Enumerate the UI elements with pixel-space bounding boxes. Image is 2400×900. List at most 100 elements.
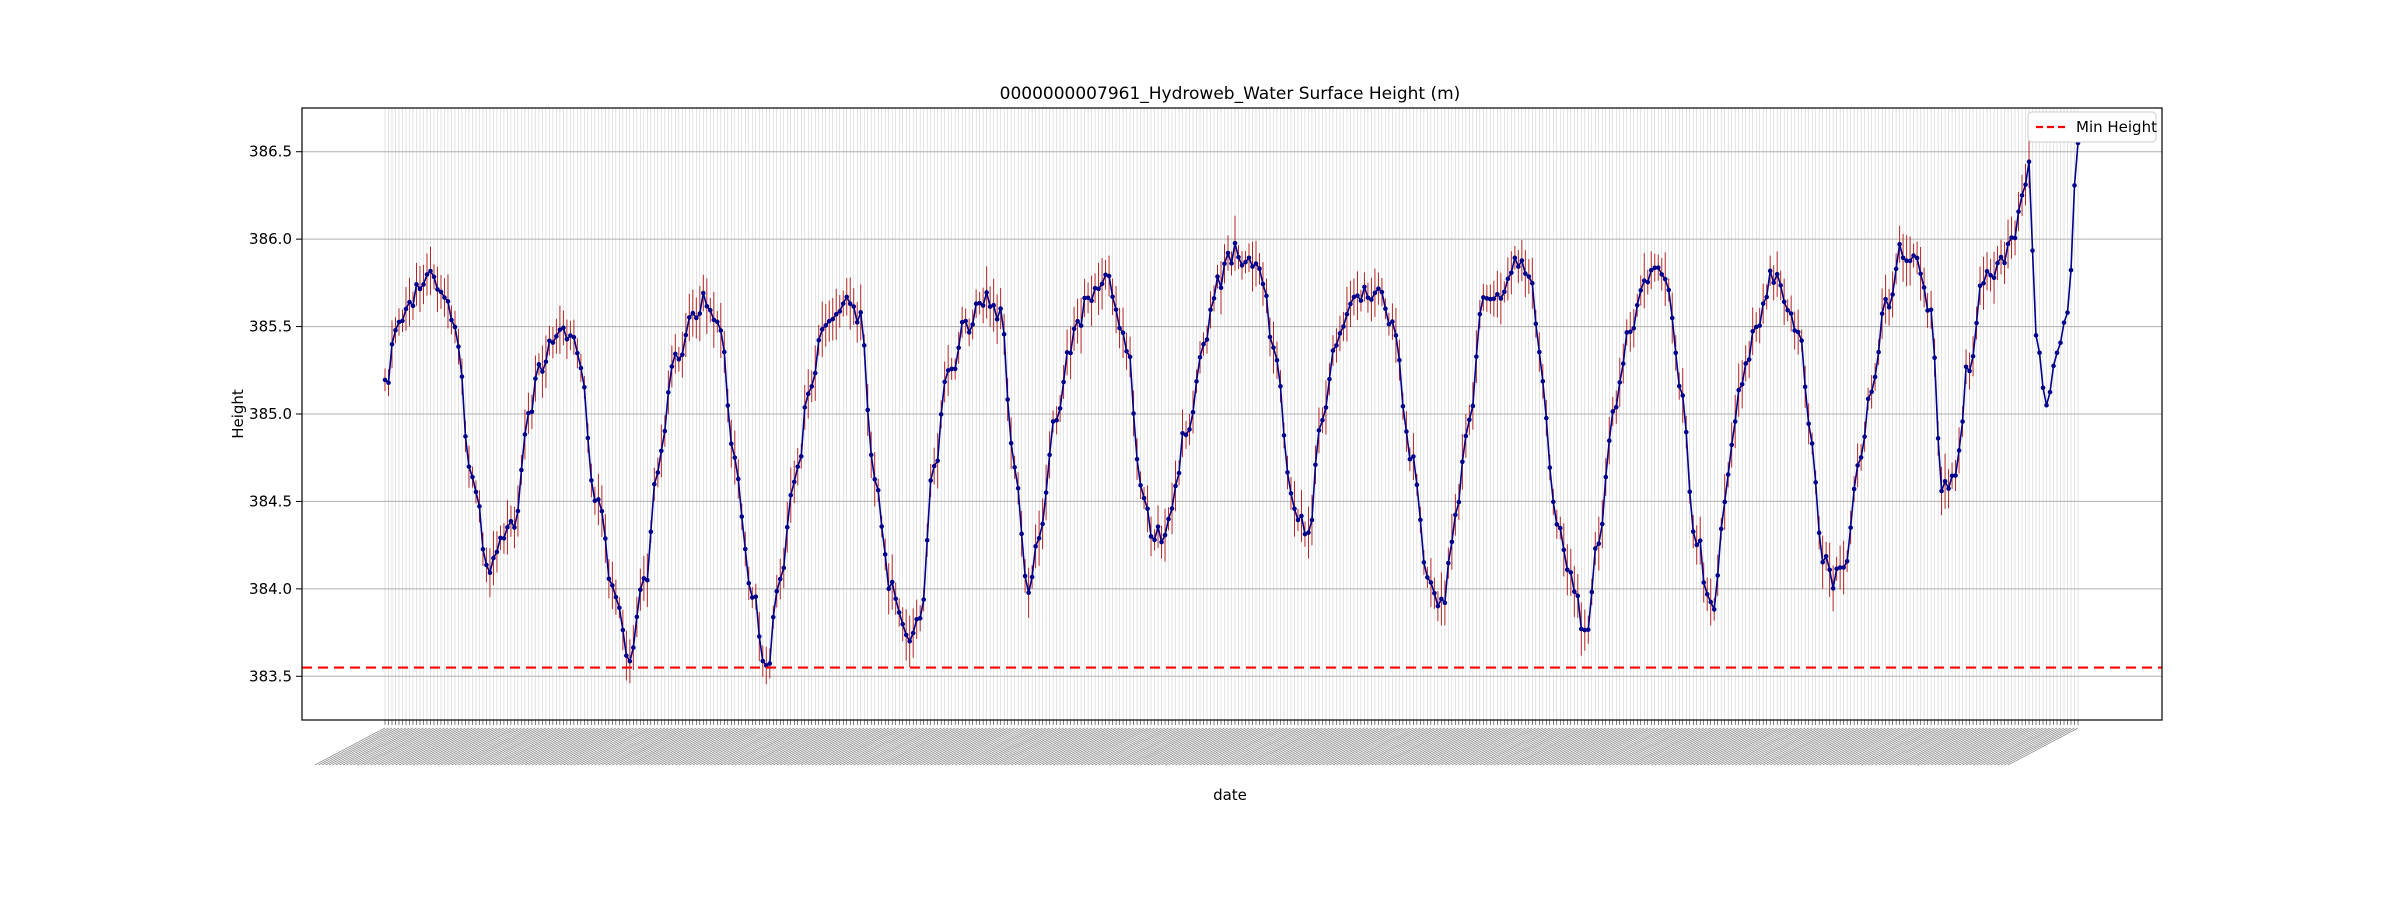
x-tick-label: [1829, 727, 1900, 766]
data-point: [865, 407, 871, 413]
x-tick-label: [877, 727, 949, 766]
x-tick-label: [318, 727, 389, 766]
data-point: [872, 476, 878, 482]
x-tick-label: [1787, 727, 1858, 766]
x-tick-label: [734, 727, 805, 766]
x-tick-label: [1913, 727, 1984, 766]
data-point: [1008, 440, 1014, 446]
y-tick-label: 384.0: [249, 580, 292, 598]
data-point: [715, 319, 720, 325]
data-point: [844, 294, 850, 300]
x-tick-label: [426, 727, 498, 766]
x-tick-label: [1437, 727, 1509, 766]
data-point: [837, 309, 843, 314]
x-tick-label: [1189, 727, 1260, 766]
x-tick-label: [1119, 727, 1190, 766]
data-point: [561, 325, 566, 331]
x-tick-label: [1416, 727, 1488, 766]
data-point: [1442, 600, 1448, 606]
data-point: [819, 327, 825, 332]
x-tick-label: [346, 727, 417, 766]
x-tick-label: [1171, 727, 1243, 766]
x-tick-label: [594, 727, 666, 766]
x-tick-label: [556, 727, 627, 766]
data-point: [1834, 566, 1839, 572]
x-tick-label: [1486, 727, 1557, 766]
x-tick-label: [1227, 727, 1299, 766]
x-tick-label: [1706, 727, 1778, 766]
data-point: [1341, 324, 1346, 329]
x-tick-label: [2007, 727, 2079, 766]
data-point: [1334, 343, 1339, 348]
data-point: [802, 405, 808, 410]
x-tick-label: [1895, 727, 1967, 766]
y-tick-label: 385.0: [249, 405, 292, 423]
data-point: [543, 359, 549, 365]
x-tick-label: [1003, 727, 1075, 766]
x-tick-label: [647, 727, 718, 766]
data-point: [1320, 417, 1325, 423]
data-point: [1816, 530, 1822, 536]
data-point: [578, 365, 584, 371]
y-grid: [302, 151, 2162, 677]
x-tick-label: [1920, 727, 1991, 766]
x-tick-label: [832, 727, 903, 766]
x-tick-label: [685, 727, 756, 766]
data-point: [851, 304, 857, 309]
x-tick-label: [888, 727, 959, 766]
data-point: [1865, 396, 1871, 402]
x-tick-label: [440, 727, 512, 766]
data-point: [1809, 441, 1815, 446]
x-tick-label: [587, 727, 659, 766]
x-tick-label: [1441, 727, 1512, 766]
x-tick-label: [563, 727, 634, 766]
data-point: [886, 586, 892, 592]
data-point: [662, 428, 668, 434]
x-tick-label: [965, 727, 1036, 766]
data-point: [1589, 589, 1595, 595]
data-point: [1592, 546, 1598, 551]
x-tick-label: [538, 727, 610, 766]
x-tick-label: [961, 727, 1033, 766]
x-tick-label: [1154, 727, 1225, 766]
data-point: [1323, 405, 1329, 410]
x-tick-label: [1112, 727, 1183, 766]
x-tick-label: [1843, 727, 1914, 766]
data-point: [1981, 280, 1986, 286]
x-tick-label: [412, 727, 484, 766]
x-tick-label: [1979, 727, 2051, 766]
data-point: [697, 311, 703, 316]
data-point: [431, 274, 437, 280]
data-point: [1477, 311, 1483, 317]
data-point: [1218, 285, 1224, 291]
data-point: [781, 565, 787, 571]
data-point: [1837, 565, 1843, 570]
data-point: [382, 377, 388, 383]
x-tick-label: [521, 727, 592, 766]
x-tick-label: [1762, 727, 1834, 766]
x-tick-label: [787, 727, 858, 766]
data-point: [1288, 491, 1294, 496]
data-point: [823, 323, 829, 328]
data-point: [1449, 539, 1455, 545]
data-point: [648, 529, 654, 535]
x-tick-label: [1133, 727, 1204, 766]
data-point: [1243, 259, 1248, 265]
data-point: [1012, 464, 1017, 470]
data-point: [1774, 271, 1780, 277]
data-point: [858, 310, 864, 315]
x-tick-label: [874, 727, 945, 766]
x-tick-label: [388, 727, 459, 766]
data-point: [554, 333, 559, 339]
x-tick-label: [1178, 727, 1250, 766]
data-point: [966, 330, 972, 335]
x-tick-label: [349, 727, 421, 766]
x-tick-label: [1748, 727, 1820, 766]
data-point: [1925, 308, 1930, 313]
x-tick-label: [1549, 727, 1620, 766]
data-point: [466, 464, 472, 469]
x-tick-label: [815, 727, 886, 766]
x-tick-label: [944, 727, 1015, 766]
x-tick-label: [1836, 727, 1907, 766]
data-point: [1620, 361, 1626, 366]
